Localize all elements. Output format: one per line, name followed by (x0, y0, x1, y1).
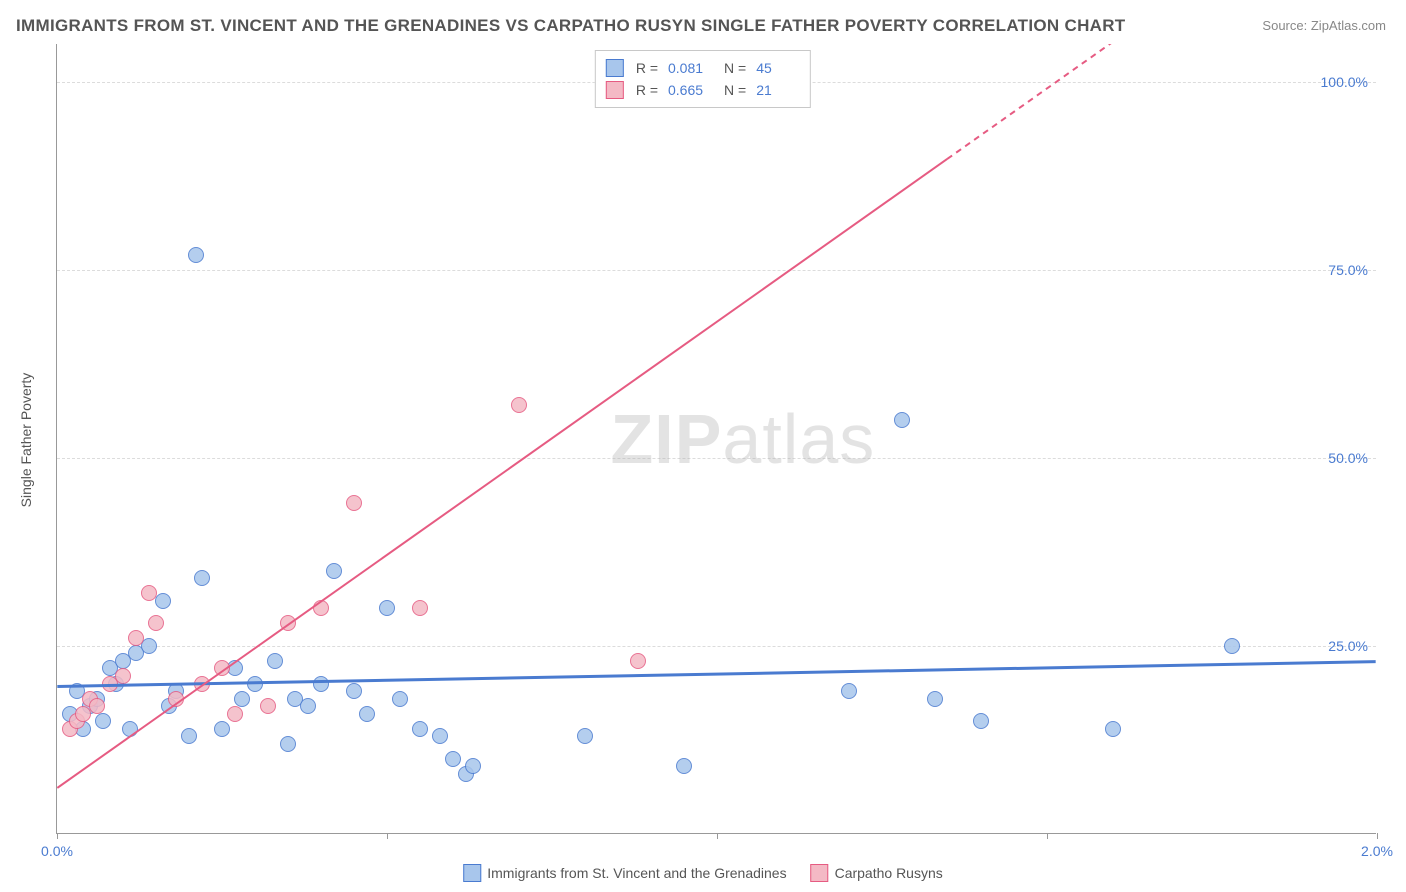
legend-swatch (606, 81, 624, 99)
data-point (267, 653, 283, 669)
data-point (194, 570, 210, 586)
x-tick (1377, 833, 1378, 839)
data-point (346, 683, 362, 699)
data-point (194, 676, 210, 692)
data-point (95, 713, 111, 729)
legend-n-value: 21 (756, 82, 800, 98)
data-point (630, 653, 646, 669)
source-value: ZipAtlas.com (1311, 18, 1386, 33)
x-tick (717, 833, 718, 839)
gridline-horizontal (57, 270, 1376, 271)
data-point (141, 585, 157, 601)
legend-correlation-box: R = 0.081 N = 45 R = 0.665 N = 21 (595, 50, 811, 108)
source-label: Source: (1262, 18, 1307, 33)
data-point (432, 728, 448, 744)
legend-correlation-row: R = 0.665 N = 21 (606, 79, 800, 101)
data-point (128, 630, 144, 646)
y-tick-label: 50.0% (1328, 450, 1368, 466)
x-tick (387, 833, 388, 839)
data-point (379, 600, 395, 616)
legend-series-label: Immigrants from St. Vincent and the Gren… (487, 865, 786, 881)
legend-series-item: Carpatho Rusyns (811, 864, 943, 882)
data-point (359, 706, 375, 722)
y-tick-label: 100.0% (1321, 74, 1368, 90)
legend-n-label: N = (724, 82, 746, 98)
gridline-horizontal (57, 458, 1376, 459)
data-point (894, 412, 910, 428)
data-point (214, 660, 230, 676)
x-tick (57, 833, 58, 839)
chart-plot-area: 25.0%50.0%75.0%100.0%0.0%2.0% ZIPatlas (56, 44, 1376, 834)
data-point (973, 713, 989, 729)
data-point (247, 676, 263, 692)
chart-title: IMMIGRANTS FROM ST. VINCENT AND THE GREN… (16, 16, 1125, 36)
legend-n-value: 45 (756, 60, 800, 76)
x-tick-label: 0.0% (41, 843, 73, 859)
data-point (346, 495, 362, 511)
data-point (927, 691, 943, 707)
data-point (122, 721, 138, 737)
plot-canvas: 25.0%50.0%75.0%100.0%0.0%2.0% (57, 44, 1376, 833)
data-point (676, 758, 692, 774)
data-point (412, 721, 428, 737)
data-point (326, 563, 342, 579)
data-point (392, 691, 408, 707)
legend-correlation-row: R = 0.081 N = 45 (606, 57, 800, 79)
gridline-horizontal (57, 646, 1376, 647)
data-point (1105, 721, 1121, 737)
x-tick-label: 2.0% (1361, 843, 1393, 859)
data-point (313, 600, 329, 616)
data-point (300, 698, 316, 714)
y-tick-label: 25.0% (1328, 638, 1368, 654)
data-point (841, 683, 857, 699)
data-point (234, 691, 250, 707)
legend-r-value: 0.665 (668, 82, 712, 98)
legend-series-item: Immigrants from St. Vincent and the Gren… (463, 864, 786, 882)
data-point (577, 728, 593, 744)
legend-series-label: Carpatho Rusyns (835, 865, 943, 881)
data-point (445, 751, 461, 767)
data-point (1224, 638, 1240, 654)
legend-swatch (606, 59, 624, 77)
y-axis-title: Single Father Poverty (18, 373, 34, 508)
data-point (227, 706, 243, 722)
data-point (511, 397, 527, 413)
x-tick (1047, 833, 1048, 839)
data-point (168, 691, 184, 707)
data-point (115, 668, 131, 684)
data-point (412, 600, 428, 616)
legend-r-label: R = (636, 82, 658, 98)
data-point (89, 698, 105, 714)
data-point (181, 728, 197, 744)
data-point (148, 615, 164, 631)
data-point (313, 676, 329, 692)
data-point (260, 698, 276, 714)
legend-n-label: N = (724, 60, 746, 76)
legend-r-value: 0.081 (668, 60, 712, 76)
legend-r-label: R = (636, 60, 658, 76)
data-point (280, 736, 296, 752)
y-tick-label: 75.0% (1328, 262, 1368, 278)
legend-swatch (811, 864, 829, 882)
data-point (465, 758, 481, 774)
data-point (188, 247, 204, 263)
legend-series: Immigrants from St. Vincent and the Gren… (463, 864, 943, 882)
data-point (214, 721, 230, 737)
source-attribution: Source: ZipAtlas.com (1262, 18, 1386, 33)
legend-swatch (463, 864, 481, 882)
data-point (280, 615, 296, 631)
